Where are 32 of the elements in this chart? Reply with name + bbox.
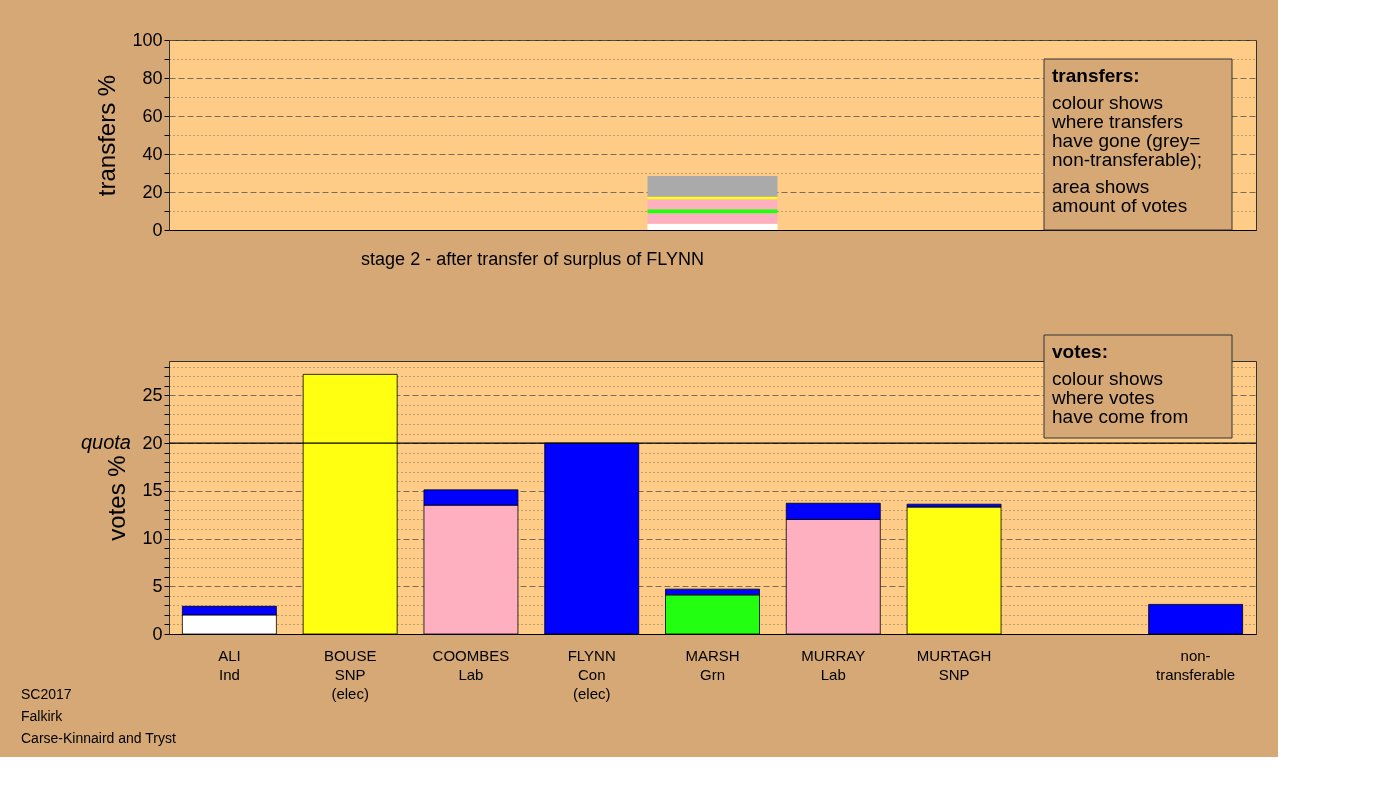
y-tick-label: 20 [142, 432, 163, 453]
x-tick-label: BOUSE SNP (elec) [323, 646, 377, 702]
y-tick-label: 100 [132, 29, 163, 50]
y-tick-label: 0 [152, 219, 163, 240]
y-tick-label: 15 [142, 480, 163, 501]
y-tick-label: 25 [142, 384, 163, 405]
x-tick-label: MURRAY Lab [801, 646, 866, 683]
text: Falkirk [21, 708, 64, 724]
annotation: colour shows where transfers have gone (grey= non-transferable); [1051, 92, 1202, 170]
y-tick-label: 5 [152, 575, 163, 596]
x-tick-label: ALI Ind [218, 646, 241, 683]
y-tick-label: 0 [152, 623, 163, 644]
annotation: area shows amount of votes [1052, 176, 1188, 216]
x-tick-label: non- transferable [1156, 646, 1236, 683]
chart-title: stage 2 - after transfer of surplus of FLYNN [361, 248, 704, 269]
x-tick-label: MURTAGH SNP [916, 646, 992, 683]
x-tick-label: FLYNN Con (elec) [567, 646, 616, 702]
y-tick-label: 20 [142, 181, 163, 202]
x-tick-label: MARSH Grn [685, 646, 740, 683]
y-tick-label: 60 [142, 105, 163, 126]
y-tick-label: 10 [142, 528, 163, 549]
ref-line-label: quota [80, 431, 131, 454]
annotation: votes: [1052, 341, 1108, 362]
x-tick-label: COOMBES Lab [432, 646, 510, 683]
y-axis-title: votes % [103, 455, 131, 541]
annotation: transfers: [1052, 65, 1140, 86]
y-tick-label: 40 [142, 143, 163, 164]
text: Carse-Kinnaird and Tryst [21, 730, 176, 746]
y-tick-label: 80 [142, 67, 163, 88]
annotation: colour shows where votes have come from [1051, 368, 1189, 427]
y-axis-title: transfers % [93, 74, 121, 197]
text: SC2017 [21, 686, 72, 702]
